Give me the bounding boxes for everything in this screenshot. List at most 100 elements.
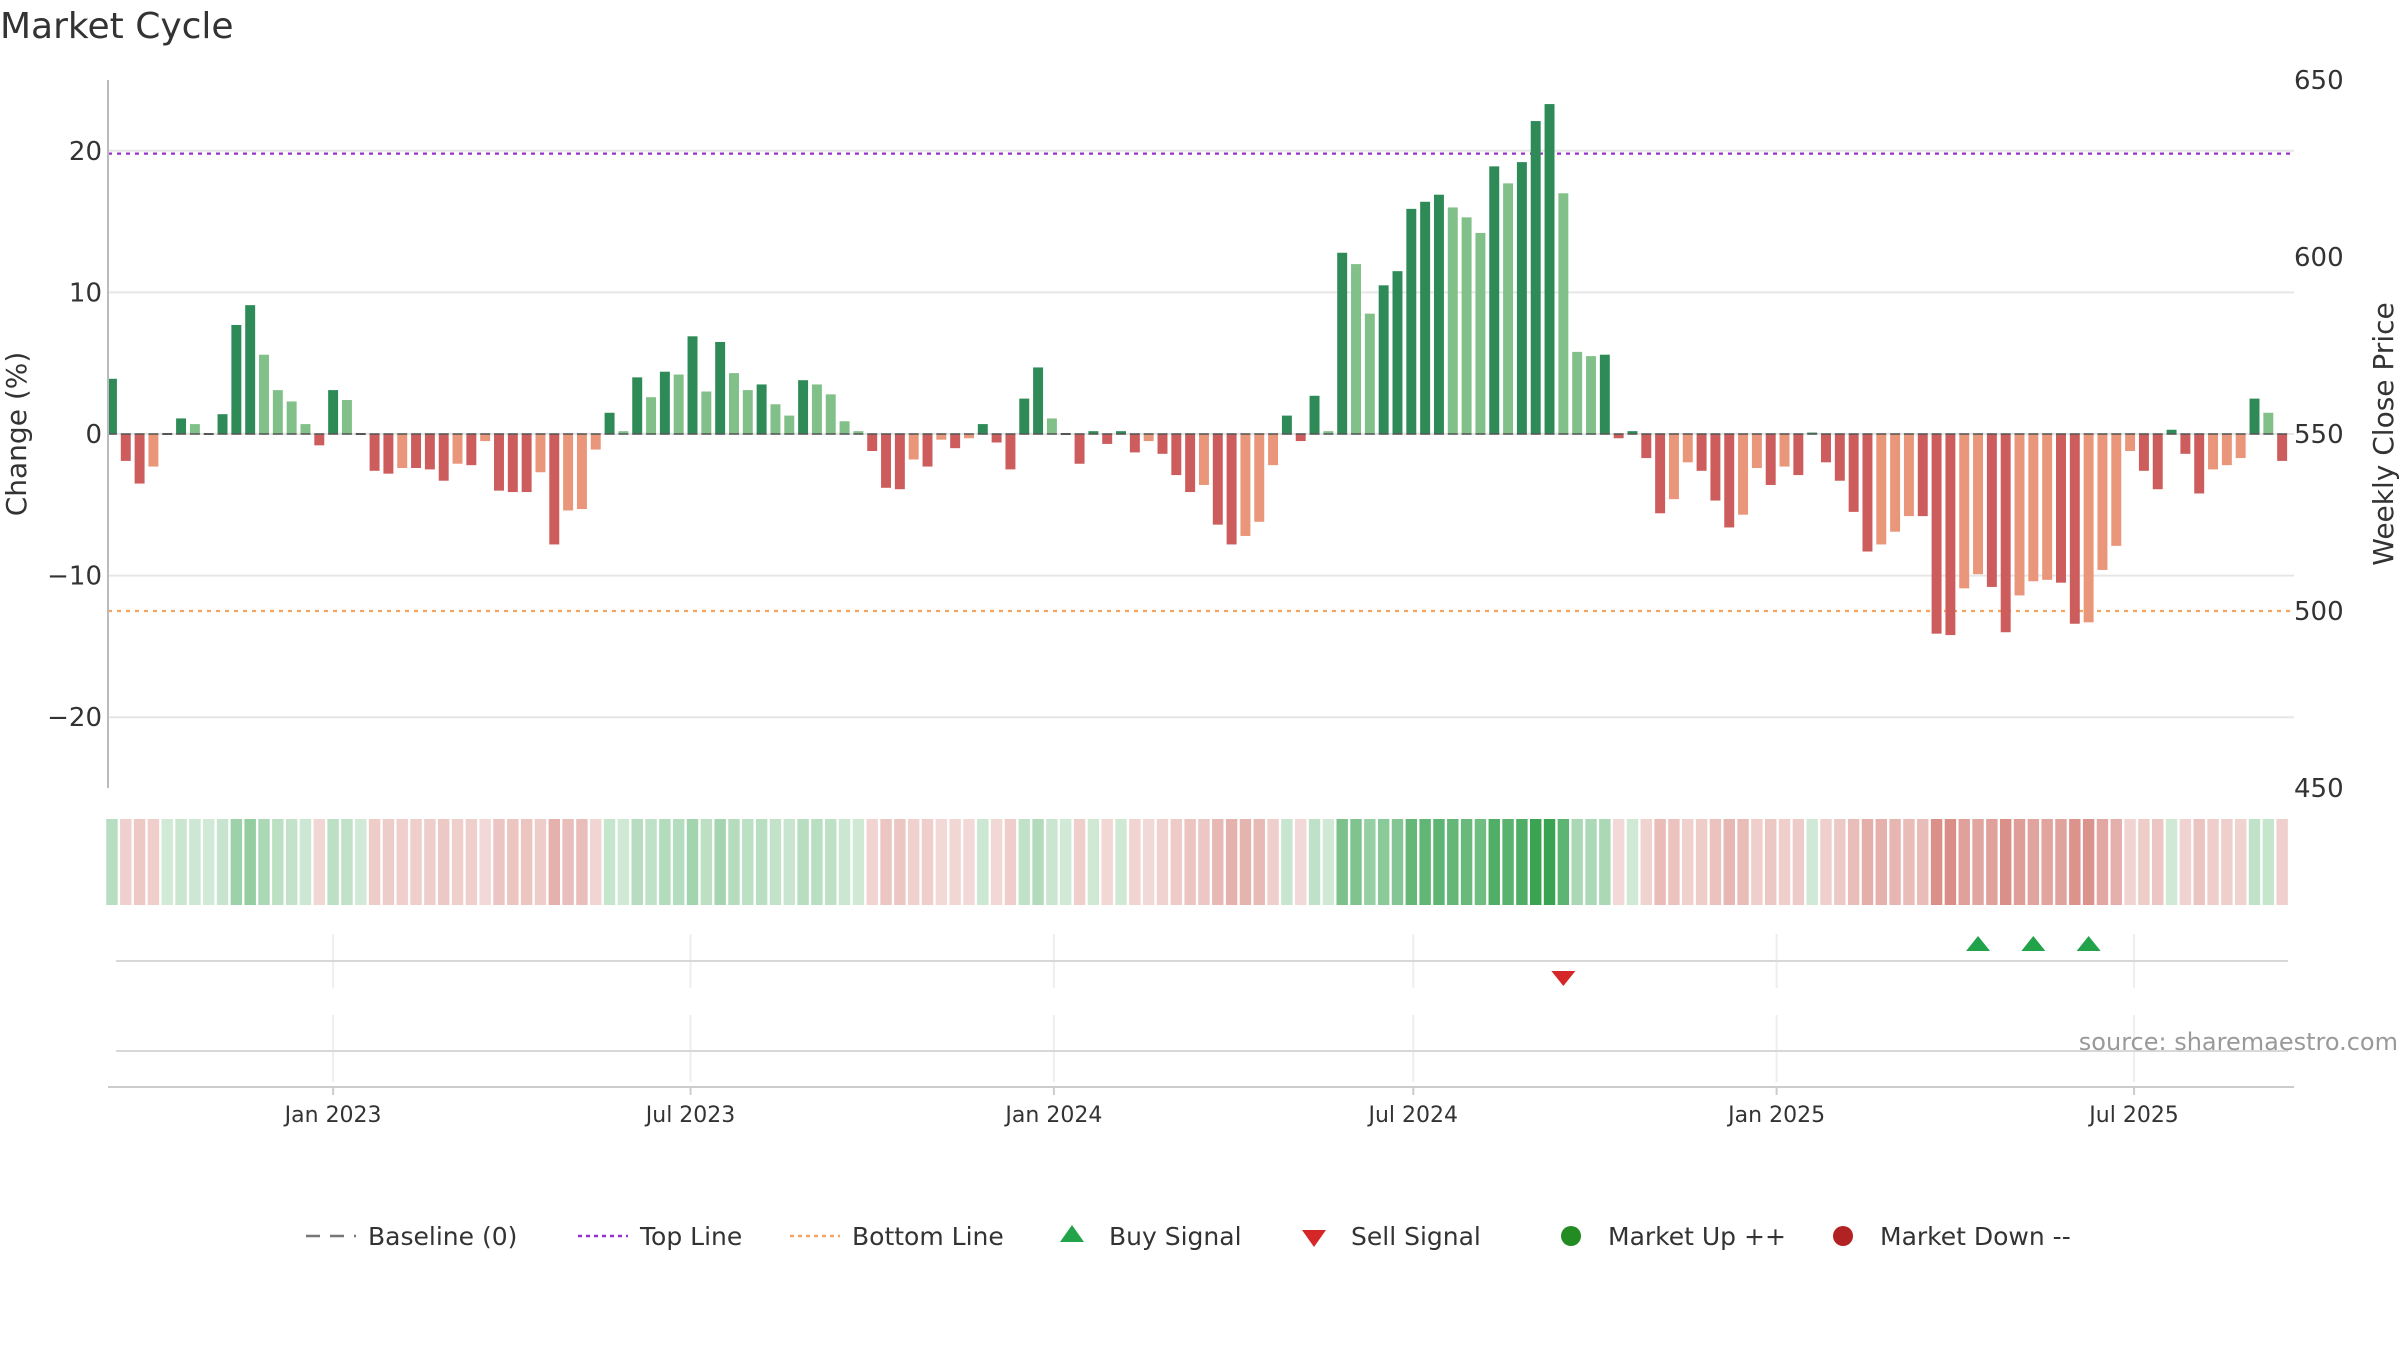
sell-signal-marker [1551, 971, 1576, 986]
bar [756, 384, 767, 434]
bar [1558, 193, 1569, 434]
bar [1295, 434, 1306, 442]
heat-cell [2276, 819, 2288, 905]
x-tick-label: Jul 2024 [1367, 1103, 1459, 1128]
heat-cell [2234, 819, 2247, 905]
x-tick-label: Jan 2024 [1003, 1103, 1102, 1128]
bar [1959, 434, 1970, 589]
heat-cell [175, 819, 187, 905]
heat-cell [617, 819, 630, 905]
heat-cell [327, 819, 339, 905]
bar [1240, 434, 1251, 536]
heat-cell [1557, 819, 1570, 905]
heat-cell [507, 819, 519, 905]
heat-cell [285, 819, 298, 905]
heat-cell [368, 819, 381, 905]
bar [1890, 434, 1901, 532]
bar [1530, 121, 1541, 435]
bars [106, 104, 2288, 636]
heat-cell [1377, 819, 1390, 905]
bar [1046, 418, 1057, 434]
heat-cell [1046, 819, 1058, 905]
bar [480, 434, 491, 442]
heat-cell [1917, 819, 1929, 905]
bar [1323, 431, 1334, 434]
y-tick-label: 10 [69, 278, 102, 308]
heat-cell [631, 819, 643, 905]
legend-item: Bottom Line [790, 1222, 1004, 1251]
bar [1157, 434, 1168, 454]
y-axis-label: Change (%) [0, 352, 33, 517]
heat-cell [880, 819, 892, 905]
y2-tick-label: 550 [2294, 420, 2344, 450]
bar [950, 434, 961, 449]
bar [1682, 434, 1693, 463]
heat-cell [838, 819, 851, 905]
heat-cell [686, 819, 699, 905]
heat-cell [1018, 819, 1030, 905]
heat-cell [1142, 819, 1155, 905]
bar [2249, 398, 2260, 434]
bar [1364, 313, 1375, 434]
legend-label: Buy Signal [1109, 1222, 1242, 1251]
legend-label: Sell Signal [1351, 1222, 1481, 1251]
heat-cell [313, 819, 326, 905]
heat-cell [1585, 819, 1597, 905]
bar [2014, 434, 2025, 596]
heat-cell [866, 819, 878, 905]
heat-cell [520, 819, 533, 905]
bar [1433, 194, 1444, 434]
bar [1834, 434, 1845, 481]
bar [2097, 434, 2108, 570]
heat-cell [1875, 819, 1887, 905]
heat-cell [1129, 819, 1141, 905]
bar [1544, 104, 1555, 435]
heat-cell [935, 819, 948, 905]
heat-cell [1668, 819, 1680, 905]
bar [1668, 434, 1679, 500]
heat-cell [755, 819, 768, 905]
bar [259, 354, 269, 434]
heat-cell [797, 819, 809, 905]
bar [2208, 434, 2219, 470]
bar [148, 434, 159, 467]
bar [2083, 434, 2094, 623]
bar [715, 341, 726, 434]
heat-cell [2096, 819, 2109, 905]
heat-cell [1612, 819, 1625, 905]
heat-cell [1488, 819, 1500, 905]
bar [535, 434, 546, 473]
bar [2000, 434, 2011, 633]
heat-cell [1364, 819, 1376, 905]
triangle-down-icon [1302, 1230, 1326, 1247]
bar [563, 434, 574, 511]
bar [328, 390, 339, 434]
bar [1876, 434, 1887, 545]
heat-cell [1295, 819, 1307, 905]
heat-cell [811, 819, 823, 905]
heat-cell [1433, 819, 1445, 905]
heat-cell [437, 819, 450, 905]
bar [770, 404, 781, 434]
legend-item: Baseline (0) [306, 1222, 517, 1251]
heat-cell [1654, 819, 1666, 905]
heat-cell [410, 819, 422, 905]
y-tick-label: 20 [69, 137, 102, 167]
heat-cell [2069, 819, 2081, 905]
heat-cell [548, 819, 560, 905]
heat-cell [133, 819, 146, 905]
heat-cell [562, 819, 574, 905]
bar [618, 431, 629, 434]
heat-cell [534, 819, 547, 905]
heat-cell [1944, 819, 1957, 905]
heat-cell [1599, 819, 1611, 905]
heat-cell [216, 819, 229, 905]
legend-item: Sell Signal [1302, 1222, 1481, 1251]
bar [784, 415, 795, 434]
heat-cell [2207, 819, 2219, 905]
bar [1751, 434, 1762, 468]
bar [687, 336, 698, 434]
bar [1074, 434, 1085, 464]
bar [963, 434, 974, 439]
bar [1599, 354, 1610, 434]
